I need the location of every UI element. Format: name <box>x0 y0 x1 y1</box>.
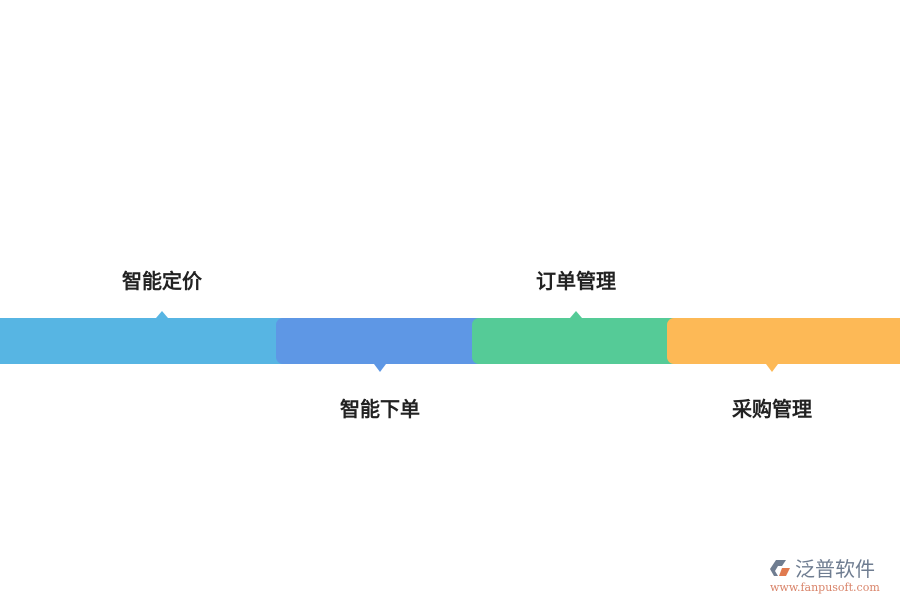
step-label-purchase-management: 采购管理 <box>732 397 812 421</box>
step-label-smart-pricing: 智能定价 <box>122 269 202 293</box>
pointer-up-icon <box>570 311 582 318</box>
segment-purchase-management <box>667 318 900 364</box>
pointer-down-icon <box>374 364 386 372</box>
logo-name: 泛普软件 <box>795 557 875 581</box>
segment-smart-ordering <box>276 318 486 364</box>
segment-smart-pricing <box>0 318 290 364</box>
logo-mark-icon <box>770 559 790 576</box>
pointer-down-icon <box>766 364 778 372</box>
pointer-up-icon <box>156 311 168 318</box>
step-label-smart-ordering: 智能下单 <box>340 397 420 421</box>
logo-url: www.fanpusoft.com <box>770 581 880 594</box>
fanpusoft-logo: 泛普软件 www.fanpusoft.com <box>770 553 895 594</box>
segment-order-management <box>472 318 682 364</box>
step-label-order-management: 订单管理 <box>536 269 616 293</box>
